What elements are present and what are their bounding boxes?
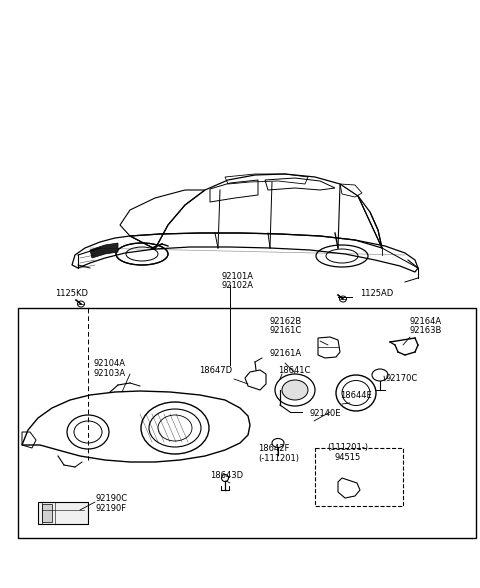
Polygon shape: [90, 243, 118, 258]
Text: 18647D: 18647D: [199, 366, 232, 375]
Text: 18643D: 18643D: [210, 471, 243, 480]
Text: 92162B: 92162B: [270, 317, 302, 326]
Text: 92103A: 92103A: [93, 369, 125, 378]
Text: 18641C: 18641C: [278, 366, 311, 375]
Ellipse shape: [282, 380, 308, 400]
Text: 92190C: 92190C: [95, 494, 127, 503]
Text: 92190F: 92190F: [95, 504, 126, 513]
Text: 92170C: 92170C: [385, 374, 417, 383]
Bar: [38, 502, 88, 524]
Bar: [18, 308, 476, 538]
Bar: [315, 448, 403, 506]
Bar: [42, 504, 52, 522]
Text: 18644E: 18644E: [340, 391, 372, 400]
Text: 92161A: 92161A: [270, 349, 302, 358]
Text: 92140E: 92140E: [310, 409, 341, 418]
Text: 92101A: 92101A: [222, 272, 254, 281]
Text: 92163B: 92163B: [410, 326, 443, 335]
Text: 92104A: 92104A: [93, 359, 125, 368]
Text: (111201-): (111201-): [327, 443, 369, 452]
Text: 92161C: 92161C: [270, 326, 302, 335]
Text: 1125KD: 1125KD: [55, 289, 88, 298]
Text: 92102A: 92102A: [222, 281, 254, 290]
Text: 18642F: 18642F: [258, 444, 289, 453]
Ellipse shape: [339, 296, 347, 302]
Text: 92164A: 92164A: [410, 317, 442, 326]
Ellipse shape: [77, 301, 84, 307]
Text: 1125AD: 1125AD: [360, 289, 393, 298]
Text: (-111201): (-111201): [258, 454, 299, 463]
Text: 94515: 94515: [335, 453, 361, 462]
